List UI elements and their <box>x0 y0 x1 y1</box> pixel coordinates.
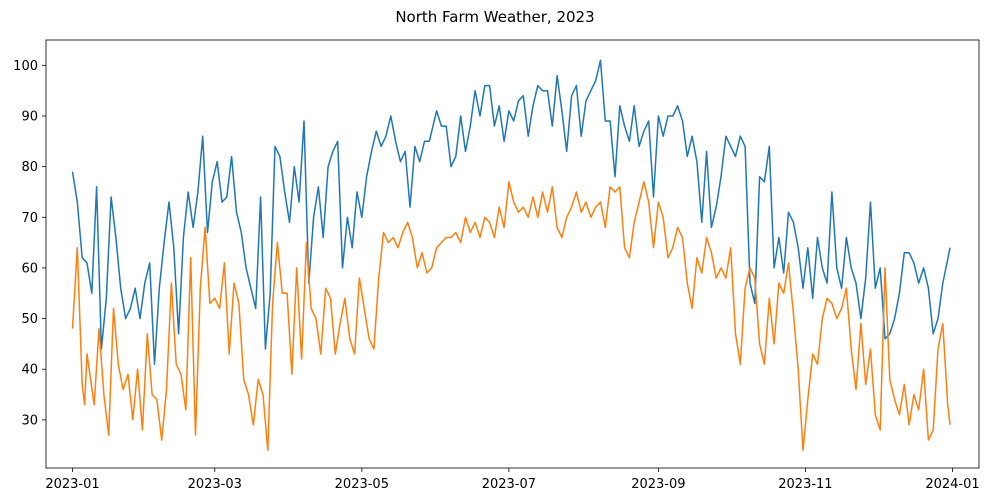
series-1 <box>71 59 951 365</box>
y-tick-label: 80 <box>21 160 38 175</box>
y-tick-label: 90 <box>21 109 38 124</box>
x-tick-label: 2023-01 <box>45 477 99 492</box>
chart-title: North Farm Weather, 2023 <box>395 8 594 26</box>
plot-area <box>71 59 951 452</box>
axes: 2023-01 2023-03 2023-05 2023-07 2023-09 2023-… <box>13 39 980 492</box>
y-tick-label: 50 <box>21 312 38 327</box>
series-1-line-segment-1 <box>71 59 951 365</box>
x-tick-label: 2023-09 <box>631 477 685 492</box>
x-tick-label: 2023-03 <box>188 477 242 492</box>
x-tick-label: 2023-07 <box>482 477 536 492</box>
y-tick-label: 30 <box>21 413 38 428</box>
x-tick-label: 2023-11 <box>778 477 832 492</box>
y-tick-label: 60 <box>21 261 38 276</box>
x-tick-label: 2023-05 <box>335 477 389 492</box>
plot-frame <box>45 39 980 469</box>
y-tick-label: 40 <box>21 363 38 378</box>
series-2 <box>71 181 951 452</box>
y-tick-label: 100 <box>13 59 38 74</box>
x-tick-label: 2024-01 <box>925 477 979 492</box>
y-tick-label: 70 <box>21 211 38 226</box>
series-2-line-segment-1 <box>71 181 951 452</box>
